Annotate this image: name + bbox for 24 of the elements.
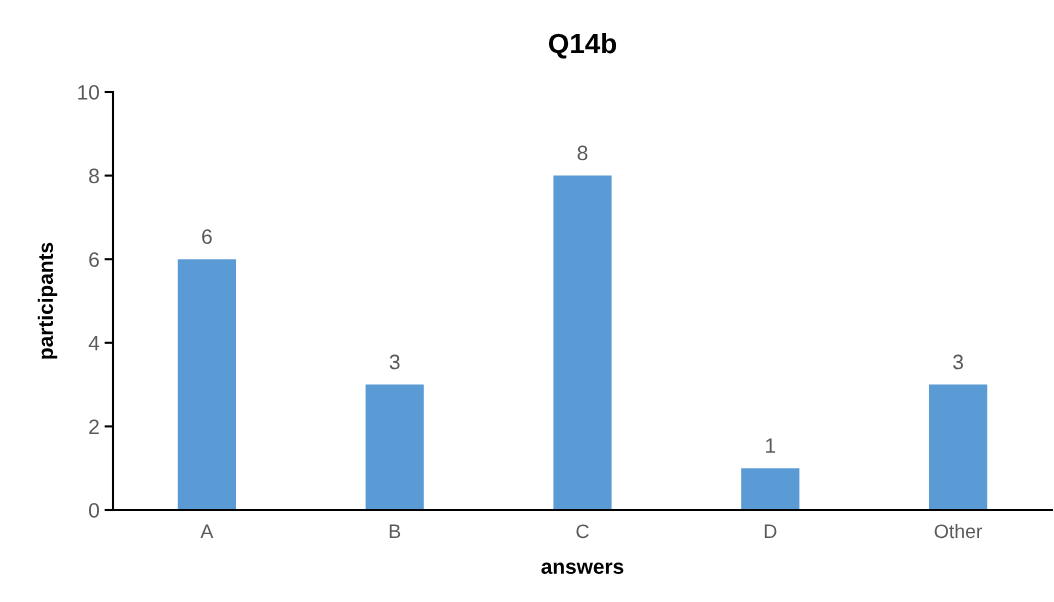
data-label: 3 <box>953 354 963 370</box>
x-tick-label: Other <box>934 523 983 539</box>
y-tick-label: 6 <box>89 252 99 267</box>
bar <box>365 384 424 510</box>
y-tick-label: 0 <box>89 503 99 518</box>
bar <box>741 468 800 510</box>
y-tick-label: 2 <box>89 419 99 434</box>
chart-title: Q14b <box>548 32 617 59</box>
data-label: 3 <box>389 354 400 370</box>
y-tick-label: 4 <box>88 336 100 351</box>
data-label: 1 <box>766 438 776 453</box>
y-tick-label: 8 <box>89 168 99 184</box>
x-tick-label: C <box>576 524 589 539</box>
y-tick-label: 10 <box>78 85 99 100</box>
y-axis-title: participants <box>37 242 58 359</box>
x-tick-label: A <box>200 524 214 538</box>
data-label: 8 <box>577 145 588 161</box>
x-tick-label: B <box>389 524 401 538</box>
bar <box>553 175 612 510</box>
bar <box>177 259 237 510</box>
x-axis-title: answers <box>541 562 624 574</box>
bar <box>928 384 988 510</box>
x-tick-label: D <box>764 524 777 538</box>
data-label: 6 <box>202 229 212 244</box>
